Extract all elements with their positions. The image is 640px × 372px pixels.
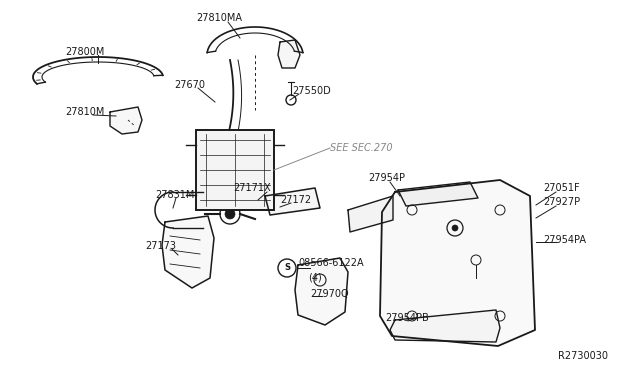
Text: 27954PA: 27954PA [543, 235, 586, 245]
Text: 27810M: 27810M [65, 107, 104, 117]
Polygon shape [380, 180, 535, 346]
Text: SEE SEC.270: SEE SEC.270 [330, 143, 392, 153]
Text: 27954P: 27954P [368, 173, 405, 183]
Text: 27051F: 27051F [543, 183, 580, 193]
Text: S: S [284, 263, 290, 273]
Circle shape [452, 225, 458, 231]
Text: 27173: 27173 [145, 241, 176, 251]
Text: 27670: 27670 [174, 80, 205, 90]
Text: 27171X: 27171X [233, 183, 271, 193]
Polygon shape [390, 310, 500, 342]
Text: 08566-6122A: 08566-6122A [298, 258, 364, 268]
FancyBboxPatch shape [196, 130, 274, 210]
Text: R2730030: R2730030 [558, 351, 608, 361]
Text: 27800M: 27800M [65, 47, 104, 57]
Text: 27954PB: 27954PB [385, 313, 429, 323]
Polygon shape [110, 107, 142, 134]
Polygon shape [162, 216, 214, 288]
Polygon shape [348, 196, 393, 232]
Text: 27810MA: 27810MA [196, 13, 242, 23]
Circle shape [225, 209, 235, 219]
Polygon shape [265, 188, 320, 215]
Text: 27927P: 27927P [543, 197, 580, 207]
Polygon shape [398, 182, 478, 206]
Polygon shape [295, 258, 348, 325]
Text: 27550D: 27550D [292, 86, 331, 96]
Text: 27831M: 27831M [155, 190, 195, 200]
Text: 27172: 27172 [280, 195, 311, 205]
Text: 27970Q: 27970Q [310, 289, 349, 299]
Text: (4): (4) [308, 272, 322, 282]
Polygon shape [278, 40, 300, 68]
